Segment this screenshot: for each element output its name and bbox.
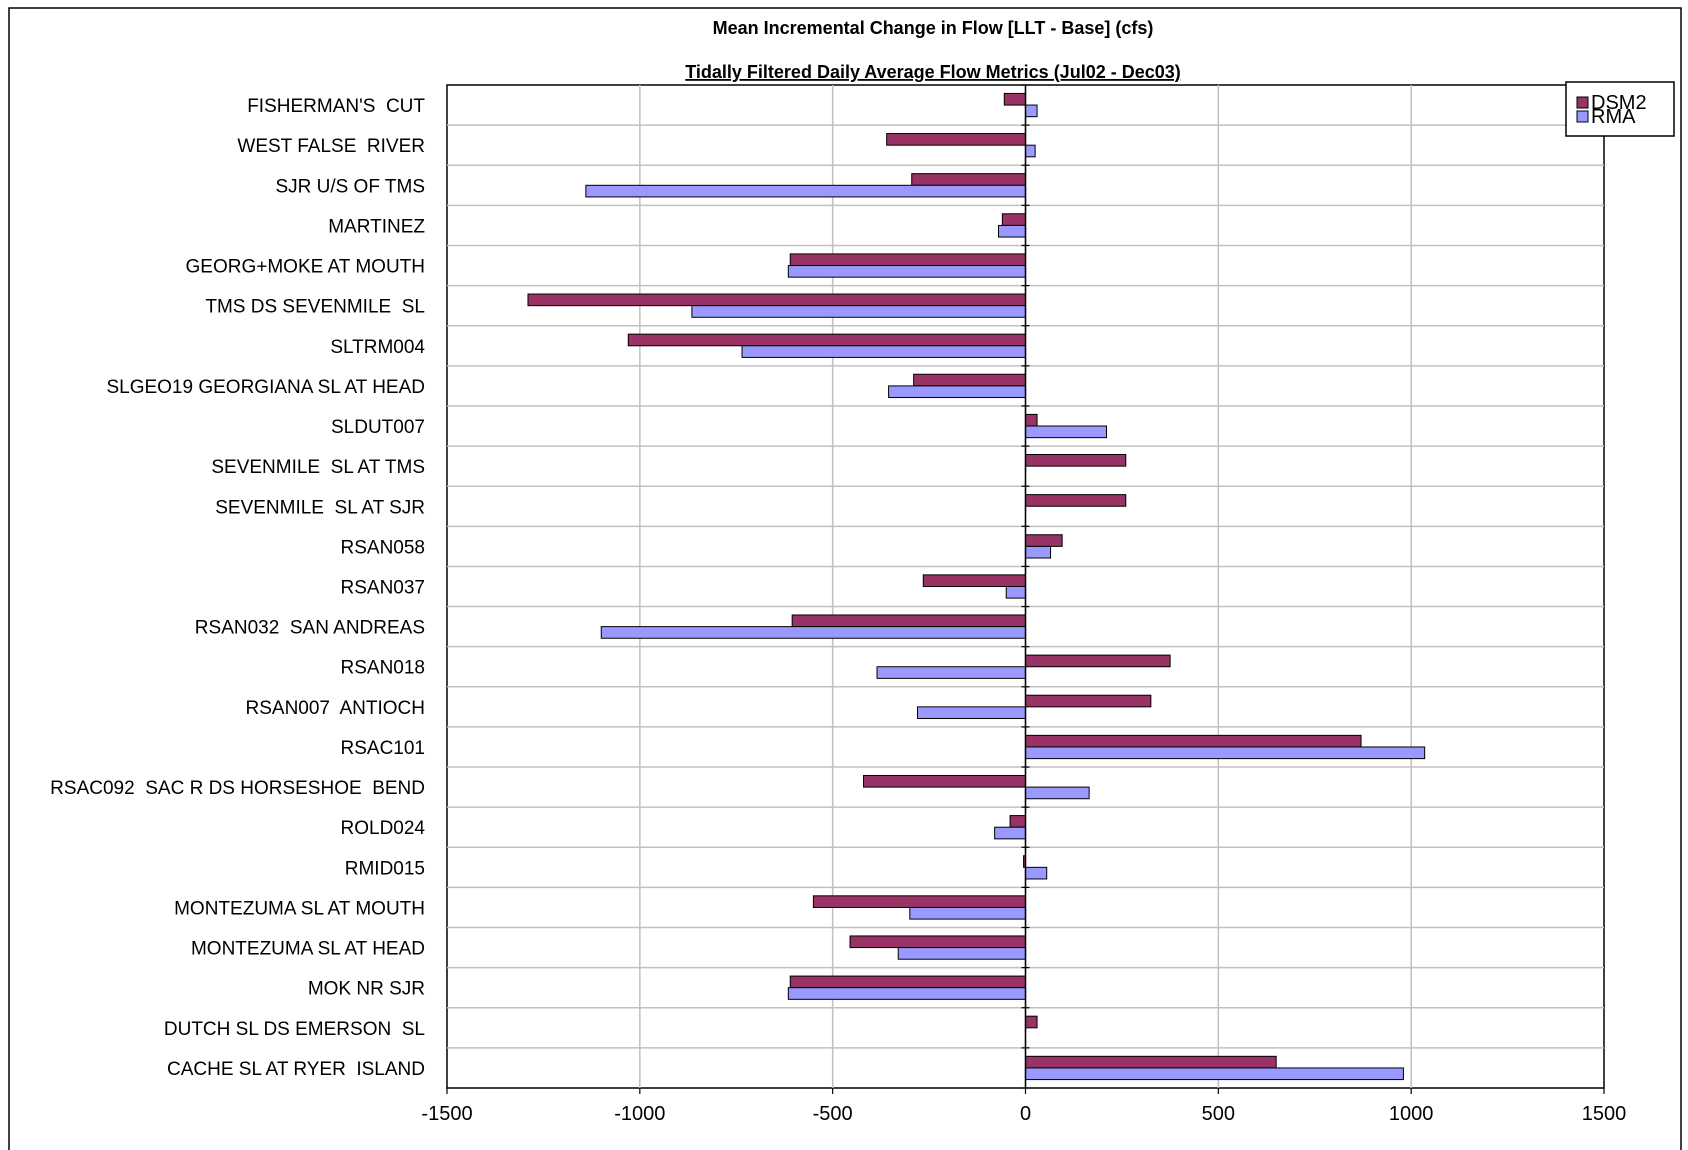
bar-dsm2	[1025, 1055, 1277, 1069]
bars	[527, 92, 1426, 1081]
legend: DSM2 RMA	[1565, 81, 1675, 137]
chart-subtitle: Tidally Filtered Daily Average Flow Metr…	[685, 62, 1181, 82]
category-label: TMS DS SEVENMILE SL	[205, 297, 425, 318]
category-label: RSAN058	[341, 537, 426, 558]
bar-dsm2	[527, 293, 1026, 307]
bar-dsm2	[849, 935, 1026, 949]
bar-rma	[888, 385, 1026, 399]
bar-dsm2	[1025, 734, 1362, 748]
bar-dsm2	[791, 614, 1027, 628]
category-labels: FISHERMAN'S CUT WEST FALSE RIVER SJR U/S O…	[50, 96, 425, 1080]
x-tick-labels: -1500 -1000 -500 0 500 1000 1500	[421, 1103, 1626, 1125]
bar-rma	[787, 265, 1026, 278]
bar-dsm2	[913, 373, 1027, 387]
legend-swatch-dsm2	[1576, 96, 1589, 109]
bar-rma	[691, 305, 1026, 318]
bar-rma	[917, 706, 1026, 719]
legend-box	[1565, 81, 1675, 137]
bar-rma	[787, 987, 1026, 1000]
legend-label-rma: RMA	[1591, 106, 1636, 128]
x-tick-label: 0	[1020, 1103, 1031, 1125]
bar-dsm2	[1025, 694, 1152, 708]
category-label: RSAC101	[341, 738, 426, 759]
category-label: DUTCH SL DS EMERSON SL	[164, 1019, 425, 1040]
category-label: WEST FALSE RIVER	[237, 136, 425, 157]
x-tick-label: -1500	[421, 1103, 472, 1125]
category-label: MOK NR SJR	[308, 979, 425, 1000]
category-label: RSAN032 SAN ANDREAS	[195, 618, 425, 639]
category-label: RSAN007 ANTIOCH	[246, 698, 426, 719]
axes	[446, 84, 1605, 1094]
bar-rma	[1025, 786, 1090, 800]
bar-dsm2	[1001, 213, 1026, 226]
x-tick-label: -1000	[614, 1103, 665, 1125]
category-label: ROLD024	[341, 818, 426, 839]
bar-dsm2	[812, 895, 1027, 908]
category-label: FISHERMAN'S CUT	[247, 96, 425, 117]
legend-swatch-rma	[1576, 110, 1589, 123]
bar-rma	[1025, 425, 1107, 439]
bar-dsm2	[1025, 534, 1063, 547]
category-label: RMID015	[345, 858, 425, 879]
category-label: CACHE SL AT RYER ISLAND	[167, 1059, 425, 1080]
x-tick-label: 1500	[1582, 1103, 1627, 1125]
bar-dsm2	[1025, 494, 1127, 507]
bar-rma	[600, 626, 1026, 639]
x-tick-label: -500	[813, 1103, 853, 1125]
bar-dsm2	[1025, 1015, 1038, 1029]
bar-rma	[998, 224, 1027, 238]
bar-rma	[1005, 586, 1027, 599]
bar-dsm2	[1025, 413, 1038, 427]
bar-dsm2	[886, 133, 1026, 146]
bar-rma	[1025, 104, 1038, 118]
legend-label-dsm2: DSM2	[1591, 92, 1647, 114]
bar-dsm2	[1025, 654, 1171, 668]
category-label: SJR U/S OF TMS	[275, 176, 425, 197]
bar-dsm2	[1009, 815, 1026, 828]
x-tick-label: 500	[1202, 1103, 1235, 1125]
category-label: SEVENMILE SL AT TMS	[211, 457, 425, 478]
category-label: RSAN037	[341, 578, 426, 599]
chart-title: Mean Incremental Change in Flow [LLT - B…	[713, 18, 1154, 38]
category-label: MARTINEZ	[328, 216, 425, 237]
category-label: SLGEO19 GEORGIANA SL AT HEAD	[106, 377, 425, 398]
bar-rma	[585, 184, 1027, 198]
category-label: MONTEZUMA SL AT HEAD	[191, 939, 425, 960]
category-label: SEVENMILE SL AT SJR	[215, 497, 425, 518]
bar-dsm2	[627, 333, 1026, 347]
bar-rma	[1025, 866, 1048, 880]
bar-rma	[1025, 1067, 1404, 1081]
bar-dsm2	[789, 253, 1027, 267]
bar-rma	[897, 947, 1026, 960]
bar-dsm2	[922, 574, 1027, 587]
bar-rma	[876, 666, 1026, 679]
category-label: GEORG+MOKE AT MOUTH	[186, 257, 425, 278]
category-label: SLDUT007	[331, 417, 425, 438]
bar-dsm2	[911, 173, 1026, 186]
bar-rma	[994, 826, 1026, 840]
bar-dsm2	[789, 975, 1027, 989]
bar-rma	[741, 345, 1026, 358]
bar-dsm2	[1003, 92, 1026, 106]
bar-rma	[1025, 144, 1036, 158]
category-label: RSAN018	[341, 658, 426, 679]
bar-rma	[1025, 545, 1052, 559]
bar-rma	[909, 906, 1026, 920]
category-label: RSAC092 SAC R DS HORSESHOE BEND	[50, 778, 425, 799]
bar-dsm2	[863, 774, 1027, 788]
bar-rma	[1025, 746, 1426, 760]
bar-dsm2	[1025, 454, 1127, 467]
category-label: SLTRM004	[330, 337, 425, 358]
x-tick-label: 1000	[1389, 1103, 1434, 1125]
category-label: MONTEZUMA SL AT MOUTH	[174, 898, 425, 919]
